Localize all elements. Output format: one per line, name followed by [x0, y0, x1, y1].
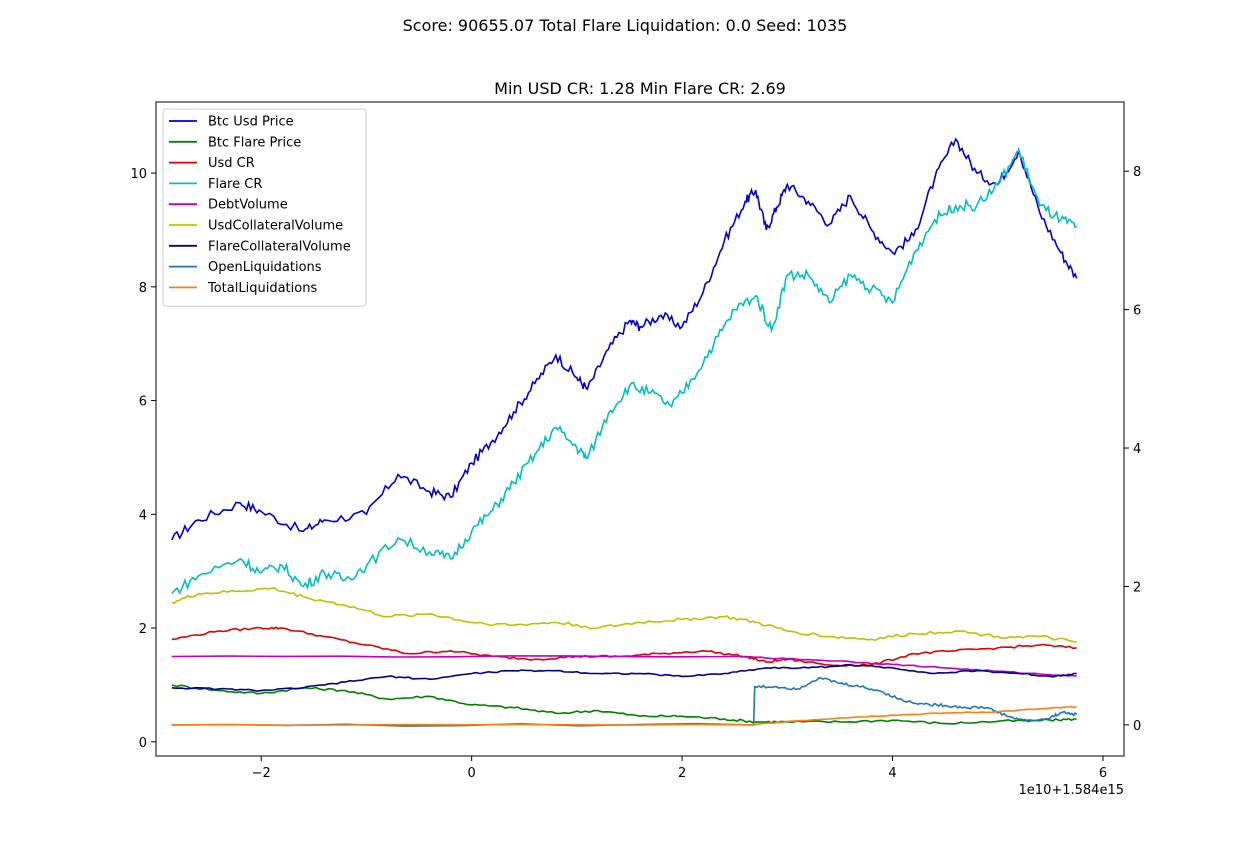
y-right-tick-label: 0 [1133, 719, 1141, 734]
series-line [171, 587, 1077, 644]
series-line [171, 626, 1077, 667]
x-tick-label: −2 [252, 766, 271, 781]
x-offset-label: 1e10+1.584e15 [1019, 783, 1124, 798]
series-line [171, 684, 1077, 725]
x-tick-label: 6 [1099, 766, 1107, 781]
series-line [171, 676, 1078, 727]
series-line [171, 663, 1077, 693]
y-left-tick-label: 6 [139, 395, 147, 410]
x-tick-label: 0 [468, 766, 476, 781]
y-right-tick-label: 4 [1133, 442, 1141, 457]
legend-label: OpenLiquidations [208, 260, 322, 275]
legend-label: Btc Usd Price [208, 115, 294, 130]
series-line [171, 137, 1078, 541]
chart-suptitle: Score: 90655.07 Total Flare Liquidation:… [403, 16, 848, 35]
series-line [171, 705, 1077, 727]
legend-label: UsdCollateralVolume [208, 219, 343, 234]
legend-label: FlareCollateralVolume [208, 239, 351, 254]
chart-title: Min USD CR: 1.28 Min Flare CR: 2.69 [494, 79, 786, 98]
legend-label: TotalLiquidations [207, 281, 317, 296]
y-axis-left: 0 2 4 6 8 10 [130, 167, 156, 751]
y-left-tick-label: 2 [139, 622, 147, 637]
y-right-tick-label: 6 [1133, 304, 1141, 319]
legend-label: Flare CR [208, 177, 262, 192]
x-axis: −2 0 2 4 6 [252, 756, 1107, 781]
legend-label: Btc Flare Price [208, 135, 301, 150]
y-left-tick-label: 10 [130, 167, 147, 182]
x-tick-label: 4 [888, 766, 896, 781]
legend-box [162, 108, 367, 307]
series-line [171, 655, 1077, 677]
y-left-tick-label: 8 [139, 281, 147, 296]
x-tick-label: 2 [678, 766, 686, 781]
y-left-tick-label: 0 [139, 736, 147, 751]
legend-label: DebtVolume [208, 198, 288, 213]
y-right-tick-label: 8 [1133, 165, 1141, 180]
legend: Btc Usd Price Btc Flare Price Usd CR Flare … [162, 108, 367, 307]
y-left-tick-label: 4 [139, 508, 147, 523]
series-line [171, 149, 1077, 595]
legend-label: Usd CR [208, 156, 255, 171]
y-right-tick-label: 2 [1133, 580, 1141, 595]
plot-lines [171, 137, 1078, 727]
plot-frame [155, 101, 1125, 757]
y-axis-right: 0 2 4 6 8 [1124, 165, 1141, 734]
